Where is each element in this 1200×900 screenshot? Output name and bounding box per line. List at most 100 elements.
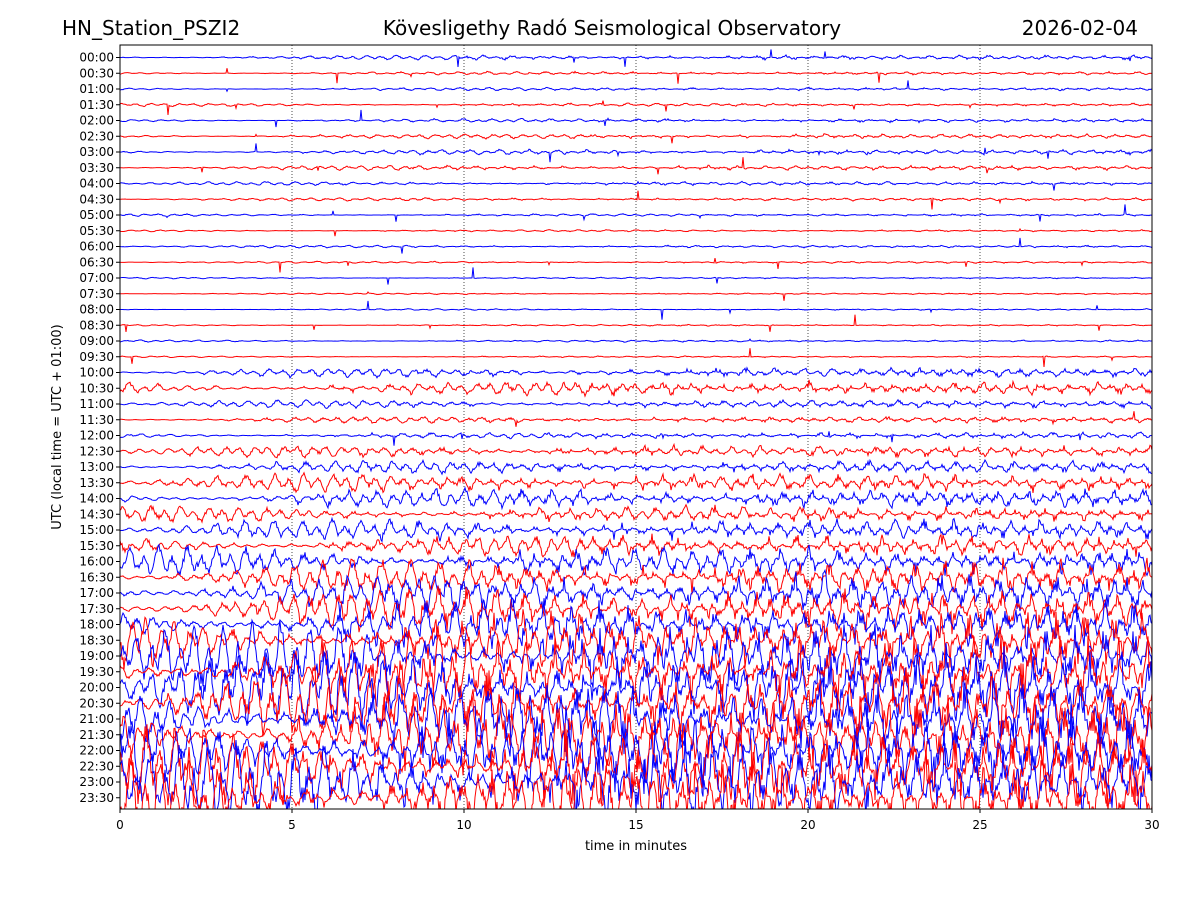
seismic-trace-1730 [120,585,1152,635]
seismic-trace-1230 [120,442,1152,459]
x-axis-label: time in minutes [585,839,687,854]
seismic-trace-2000 [120,646,1152,727]
x-tick-label: 20 [800,818,815,832]
y-tick-label: 06:00 [79,240,114,254]
seismic-trace-0830 [120,314,1152,333]
y-tick-label: 13:30 [79,476,114,490]
y-tick-label: 18:30 [79,633,114,647]
y-tick-label: 04:00 [79,177,114,191]
seismic-trace-0730 [120,291,1152,301]
seismic-trace-1630 [120,557,1152,595]
y-tick-label: 16:30 [79,570,114,584]
y-axis-label: UTC (local time = UTC + 01:00) [50,324,65,529]
seismic-trace-1000 [120,366,1152,379]
seismic-trace-0330 [120,157,1152,175]
y-tick-label: 18:00 [79,618,114,632]
seismic-trace-1300 [120,458,1152,476]
y-tick-label: 03:00 [79,145,114,159]
seismic-trace-2230 [120,722,1152,808]
seismic-trace-0600 [120,237,1152,254]
y-tick-label: 21:30 [79,728,114,742]
x-tick-label: 30 [1144,818,1159,832]
y-tick-label: 07:30 [79,287,114,301]
y-tick-label: 09:00 [79,334,114,348]
y-tick-label: 20:30 [79,696,114,710]
y-tick-label: 04:30 [79,192,114,206]
y-tick-label: 08:30 [79,318,114,332]
y-tick-label: 05:00 [79,208,114,222]
seismic-trace-1830 [120,609,1152,670]
seismic-trace-1030 [120,379,1152,398]
seismic-trace-0130 [120,100,1152,116]
y-tick-label: 15:00 [79,523,114,537]
y-tick-label: 01:00 [79,82,114,96]
seismic-trace-0230 [120,133,1152,144]
y-tick-label: 07:00 [79,271,114,285]
y-tick-label: 03:30 [79,161,114,175]
seismic-trace-2030 [120,659,1152,746]
y-tick-label: 14:00 [79,492,114,506]
y-tick-label: 16:00 [79,555,114,569]
seismic-trace-1600 [120,543,1152,577]
seismic-trace-0000 [120,49,1152,68]
y-tick-label: 23:30 [79,791,114,805]
y-tick-label: 00:30 [79,66,114,80]
seismic-trace-2100 [120,680,1152,764]
x-tick-label: 0 [116,818,124,832]
seismic-trace-0800 [120,300,1152,320]
seismic-trace-1330 [120,471,1152,494]
y-tick-label: 22:30 [79,759,114,773]
y-tick-label: 15:30 [79,539,114,553]
seismic-trace-1930 [120,633,1152,712]
y-tick-label: 21:00 [79,712,114,726]
x-tick-label: 25 [972,818,987,832]
y-tick-label: 19:00 [79,649,114,663]
seismic-trace-1500 [120,516,1152,543]
seismic-trace-0930 [120,348,1152,368]
y-tick-label: 05:30 [79,224,114,238]
seismic-trace-0500 [120,204,1152,222]
seismic-trace-0400 [120,180,1152,191]
seismic-trace-2130 [120,694,1152,778]
y-tick-label: 17:30 [79,602,114,616]
observatory-title: Kövesligethy Radó Seismological Observat… [383,16,841,40]
seismic-trace-1700 [120,568,1152,616]
y-tick-label: 10:30 [79,381,114,395]
seismic-traces [120,49,1152,809]
y-tick-label: 11:00 [79,397,114,411]
x-tick-label: 15 [628,818,643,832]
date-title: 2026-02-04 [1022,16,1138,40]
y-tick-label: 13:00 [79,460,114,474]
y-tick-label: 02:00 [79,114,114,128]
seismic-trace-1530 [120,533,1152,558]
y-tick-label: 11:30 [79,413,114,427]
y-tick-label: 08:00 [79,303,114,317]
seismic-trace-0900 [120,338,1152,343]
y-tick-label: 12:30 [79,444,114,458]
x-axis-ticks: 0 5 10 15 20 25 30 [116,809,1160,832]
seismic-trace-1130 [120,411,1152,427]
seismic-trace-1100 [120,398,1152,410]
y-tick-label: 00:00 [79,51,114,65]
seismic-trace-1400 [120,486,1152,511]
y-tick-label: 12:00 [79,429,114,443]
seismic-trace-0200 [120,109,1152,128]
y-tick-label: 19:30 [79,665,114,679]
y-tick-label: 20:00 [79,681,114,695]
seismic-trace-1200 [120,430,1152,446]
x-tick-label: 5 [288,818,296,832]
seismic-trace-0430 [120,190,1152,210]
seismic-trace-0030 [120,68,1152,84]
y-tick-label: 06:30 [79,255,114,269]
y-tick-label: 23:00 [79,775,114,789]
seismic-trace-1430 [120,503,1152,524]
x-tick-label: 10 [456,818,471,832]
y-tick-label: 10:00 [79,366,114,380]
station-title: HN_Station_PSZI2 [62,16,240,40]
seismic-trace-2330 [120,750,1152,809]
seismic-trace-0630 [120,257,1152,273]
seismic-trace-2300 [120,740,1152,809]
y-tick-label: 22:00 [79,744,114,758]
seismic-trace-0530 [120,227,1152,237]
